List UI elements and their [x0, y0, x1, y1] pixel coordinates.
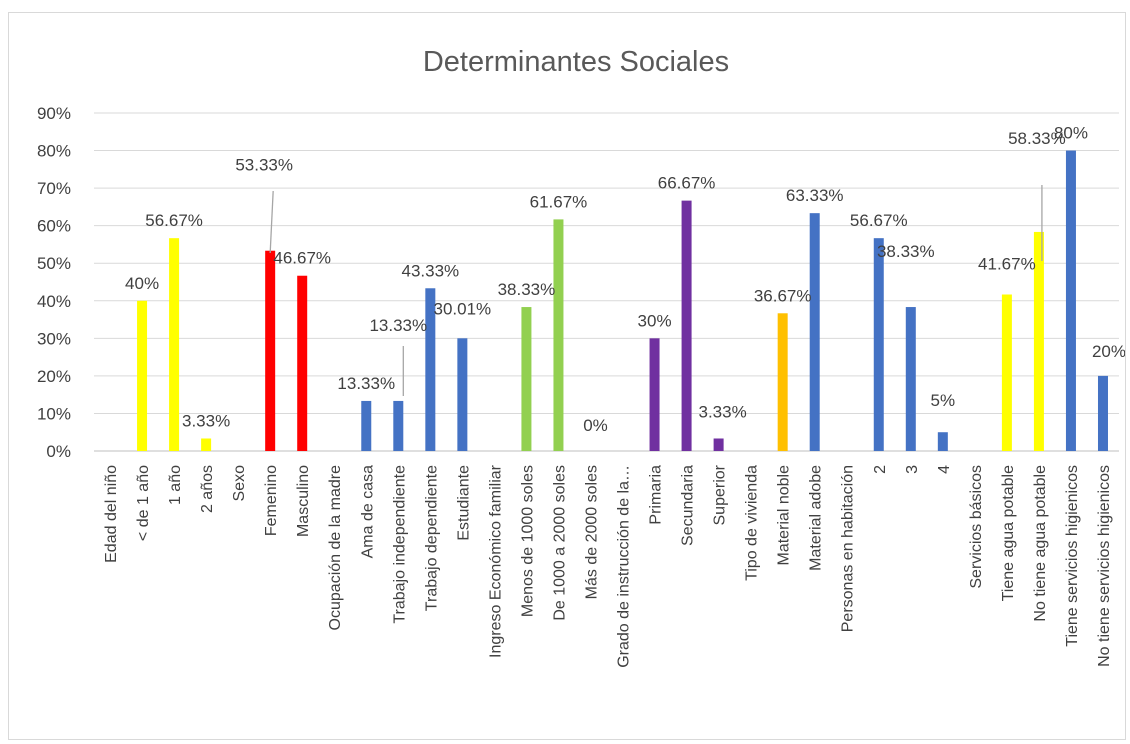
x-tick-label: Tiene agua potable: [1000, 465, 1017, 602]
bars: [137, 150, 1108, 452]
y-tick-label: 10%: [37, 404, 71, 423]
x-tick-label: Femenino: [263, 465, 280, 536]
data-label: 56.67%: [145, 211, 203, 230]
bar: [649, 338, 660, 451]
data-label: 30.01%: [434, 299, 492, 318]
x-tick-label: Tiene servicios higienicos: [1064, 465, 1081, 647]
chart-frame: Determinantes Sociales 0% 10% 20% 30% 40% 50%…: [8, 12, 1126, 740]
x-tick-label: Estudiante: [455, 465, 472, 541]
x-tick-label: Personas en habitación: [840, 465, 857, 632]
y-tick-label: 40%: [37, 292, 71, 311]
data-label: 13.33%: [337, 374, 395, 393]
y-tick-label: 80%: [37, 142, 71, 161]
y-tick-label: 70%: [37, 179, 71, 198]
x-tick-label: No tiene agua potable: [1032, 465, 1049, 622]
data-label: 30%: [638, 311, 672, 330]
x-tick-label: Material adobe: [808, 465, 825, 571]
x-tick-label: Más de 2000 soles: [583, 465, 600, 599]
bar: [777, 313, 788, 451]
y-tick-label: 0%: [46, 442, 71, 461]
x-tick-label: Masculino: [295, 465, 312, 537]
x-tick-label: Material noble: [776, 465, 793, 566]
y-tick-label: 20%: [37, 367, 71, 386]
bar: [521, 307, 532, 451]
y-tick-label: 90%: [37, 104, 71, 123]
bar: [137, 300, 148, 451]
bar: [457, 338, 468, 451]
bar: [1065, 150, 1076, 452]
x-tick-label: Trabajo independiente: [391, 465, 408, 624]
bar: [809, 213, 820, 451]
data-label: 13.33%: [369, 316, 427, 335]
data-label: 3.33%: [182, 411, 230, 430]
data-label: 53.33%: [235, 156, 293, 175]
x-tick-label: Secundaria: [680, 465, 697, 546]
x-tick-label: 2: [872, 465, 889, 474]
x-tick-label: Servicios básicos: [968, 465, 985, 589]
data-label: 5%: [931, 391, 956, 410]
bar: [425, 288, 436, 451]
data-label: 38.33%: [498, 280, 556, 299]
bar: [681, 200, 692, 451]
x-tick-label: 3: [904, 465, 921, 474]
chart-svg: Determinantes Sociales 0%10%20%30%40%50%…: [37, 46, 1126, 668]
leader-line: [269, 190, 274, 254]
data-label: 66.67%: [658, 174, 716, 193]
x-tick-label: Primaria: [648, 465, 665, 525]
gridlines: [94, 112, 1119, 452]
bar: [393, 400, 404, 451]
x-tick-label: Ama de casa: [359, 465, 376, 558]
bar: [713, 438, 724, 451]
data-label: 63.33%: [786, 186, 844, 205]
data-label: 61.67%: [530, 192, 588, 211]
x-tick-label: Sexo: [231, 465, 248, 502]
data-labels: 40% 56.67% 3.33% 53.33% 46.67% 13.33% 13.33% 43…: [125, 124, 1126, 435]
bar: [553, 219, 564, 451]
x-axis-ticks: Edad del niño < de 1 año 1 año 2 años Sexo Fe…: [103, 464, 1113, 667]
x-tick-label: Trabajo dependiente: [423, 465, 440, 611]
data-label: 41.67%: [978, 255, 1036, 274]
bar: [201, 438, 212, 451]
x-tick-label: Menos de 1000 soles: [519, 465, 536, 617]
x-tick-label: Ocupación de la madre: [327, 465, 344, 631]
bar: [361, 400, 372, 451]
chart-title: Determinantes Sociales: [423, 46, 729, 78]
data-label: 20%: [1092, 342, 1126, 361]
bar: [1001, 294, 1012, 451]
data-label: 40%: [125, 274, 159, 293]
y-axis-ticks: 0% 10% 20% 30% 40% 50% 60% 70% 80% 90%: [37, 104, 71, 461]
data-label: 56.67%: [850, 211, 908, 230]
bar: [937, 432, 948, 451]
bar: [1097, 375, 1108, 451]
bar: [265, 250, 276, 451]
data-label: 38.33%: [877, 242, 935, 261]
bar: [873, 238, 884, 451]
x-tick-label: 4: [936, 465, 953, 474]
x-tick-label: No tiene servicios higienicos: [1096, 465, 1113, 667]
x-tick-label: Ingreso Económico familiar: [487, 464, 504, 658]
x-tick-label: Superior: [712, 464, 729, 525]
data-label: 36.67%: [754, 286, 812, 305]
bar: [1033, 231, 1044, 451]
bar: [297, 275, 308, 451]
data-label: 58.33%: [1008, 129, 1066, 148]
x-tick-label: Edad del niño: [103, 465, 120, 563]
bar: [169, 238, 180, 451]
data-label: 0%: [583, 416, 608, 435]
x-tick-label: 2 años: [199, 465, 216, 513]
data-label: 3.33%: [699, 402, 747, 421]
leader-lines: [269, 185, 1043, 396]
bar: [905, 307, 916, 451]
data-label: 46.67%: [273, 249, 331, 268]
x-tick-label: < de 1 año: [135, 465, 152, 541]
y-tick-label: 30%: [37, 329, 71, 348]
x-tick-label: De 1000 a 2000 soles: [551, 465, 568, 621]
data-label: 43.33%: [401, 261, 459, 280]
x-tick-label: Tipo de vivienda: [744, 465, 761, 581]
x-tick-label: 1 año: [167, 465, 184, 505]
x-tick-label: Grado de instrucción de la…: [616, 465, 633, 668]
y-tick-label: 60%: [37, 217, 71, 236]
data-label: 80%: [1054, 124, 1088, 143]
y-tick-label: 50%: [37, 254, 71, 273]
